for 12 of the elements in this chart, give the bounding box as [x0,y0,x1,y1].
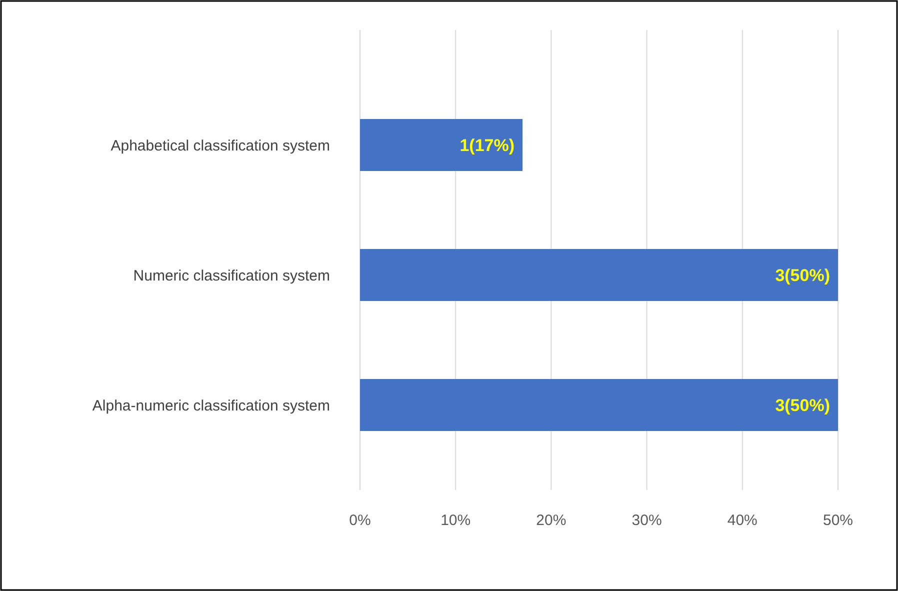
x-tick-label: 0% [349,512,371,529]
x-tick-label: 30% [632,512,662,529]
data-label: 3(50%) [775,396,830,415]
x-tick-label: 10% [440,512,471,529]
y-tick-label: Alpha-numeric classification system [92,397,330,414]
x-tick-label: 40% [727,512,758,529]
x-tick-label: 20% [536,512,566,529]
x-tick-label: 50% [822,512,854,529]
y-tick-label: Numeric classification system [133,267,330,284]
data-label: 1(17%) [460,136,515,155]
data-label: 3(50%) [775,266,830,285]
y-tick-label: Aphabetical classification system [110,137,330,154]
